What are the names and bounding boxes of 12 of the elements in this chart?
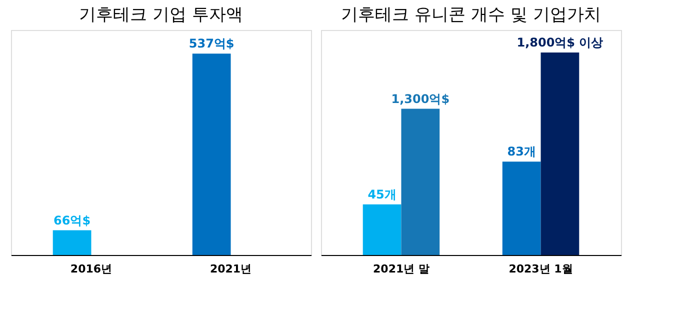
- x-tick-label: 2021년: [210, 262, 252, 276]
- data-label: 83개: [507, 144, 536, 159]
- data-label: 66억$: [54, 213, 91, 228]
- data-label: 1,800억$ 이상: [516, 36, 604, 50]
- data-label: 45개: [368, 187, 396, 202]
- x-tick-label: 2016년: [70, 262, 112, 276]
- x-tick-label: 2023년 1월: [508, 262, 573, 276]
- data-label: 537억$: [188, 36, 234, 51]
- chart-title: 기후테크 기업 투자액: [79, 5, 243, 25]
- x-tick-label: 2021년 말: [373, 262, 430, 276]
- chart-title: 기후테크 유니콘 개수 및 기업가치: [341, 5, 601, 25]
- data-label: 1,300억$: [391, 92, 450, 106]
